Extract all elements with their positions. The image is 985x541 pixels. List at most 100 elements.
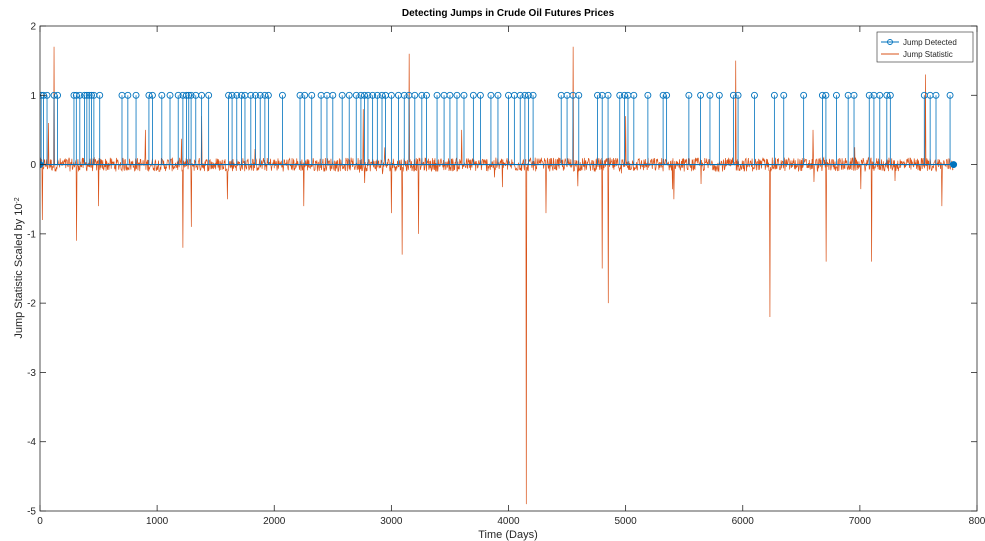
jump-marker <box>644 91 652 99</box>
jump-marker <box>616 91 624 99</box>
y-tick-label: -5 <box>27 507 36 518</box>
y-tick-label: -1 <box>27 229 36 240</box>
jump-marker <box>378 91 386 99</box>
jump-marker <box>278 91 286 99</box>
jump-marker <box>228 91 236 99</box>
jump-marker <box>516 91 524 99</box>
jump-marker <box>487 91 495 99</box>
jump-marker <box>932 91 940 99</box>
y-axis-label-exponent: -2 <box>14 197 21 203</box>
jump-marker <box>145 91 153 99</box>
jump-marker <box>124 91 132 99</box>
jump-marker <box>247 91 255 99</box>
jump-marker <box>460 91 468 99</box>
jump-marker <box>423 91 430 99</box>
jump-marker <box>81 91 88 99</box>
jump-marker <box>822 91 830 99</box>
jump-marker <box>780 91 788 99</box>
y-axis-label: Jump Statistic Scaled by 10-2 <box>13 197 25 338</box>
jump-marker <box>685 91 693 99</box>
jump-marker <box>338 91 346 99</box>
jump-marker <box>132 91 140 99</box>
y-axis-label-text: Jump Statistic Scaled by 10 <box>13 204 25 339</box>
legend: Jump Detected Jump Statistic <box>876 31 974 63</box>
jump-marker <box>252 91 259 99</box>
jump-marker <box>345 91 353 99</box>
jump-marker <box>630 91 638 99</box>
jump-marker <box>296 91 304 99</box>
y-tick-label: 1 <box>30 91 36 102</box>
jump-marker <box>706 91 714 99</box>
jump-marker <box>850 91 858 99</box>
jump-marker <box>148 91 156 99</box>
jump-marker <box>85 91 93 99</box>
jump-marker <box>494 91 502 99</box>
jump-marker <box>400 91 408 99</box>
jump-marker <box>594 91 601 99</box>
jump-marker-baseline-end <box>950 161 958 169</box>
jump-marker <box>476 91 484 99</box>
jump-marker <box>83 91 91 99</box>
jump-marker <box>883 91 891 99</box>
legend-marker-jump-detected <box>887 39 893 45</box>
y-tick-label: -2 <box>27 299 36 310</box>
jump-marker <box>352 91 360 99</box>
x-tick-label: 3000 <box>380 516 403 527</box>
jump-marker <box>301 91 309 99</box>
chart-title: Detecting Jumps in Crude Oil Futures Pri… <box>402 8 615 19</box>
jump-marker <box>886 91 894 99</box>
jump-marker <box>876 91 884 99</box>
jump-marker <box>446 91 454 99</box>
jump-marker <box>54 91 62 99</box>
jump-marker <box>946 91 954 99</box>
x-tick-label: 0 <box>37 516 43 527</box>
jump-marker <box>865 91 873 99</box>
jump-marker <box>621 91 628 99</box>
jump-marker <box>453 91 461 99</box>
jump-marker <box>88 91 95 99</box>
jump-marker <box>329 91 337 99</box>
legend-label-jump-statistic: Jump Statistic <box>903 50 953 59</box>
y-tick-label: 2 <box>30 22 36 33</box>
jump-marker <box>373 91 381 99</box>
x-tick-label: 2000 <box>263 516 286 527</box>
jump-marker <box>715 91 723 99</box>
jump-marker <box>364 91 372 99</box>
jump-marker <box>800 91 808 99</box>
jump-marker <box>529 91 537 99</box>
jump-marker <box>411 91 419 99</box>
legend-box <box>876 31 974 63</box>
jump-marker <box>261 91 269 99</box>
jump-marker <box>818 91 826 99</box>
jump-marker <box>205 91 213 99</box>
jump-marker <box>357 91 365 99</box>
jump-marker <box>433 91 441 99</box>
jump-marker <box>663 91 671 99</box>
x-axis: 0 1000 2000 3000 4000 5000 6000 7000 800 <box>37 26 985 527</box>
x-tick-label: 7000 <box>849 516 872 527</box>
jump-marker <box>225 91 233 99</box>
jump-marker <box>469 91 477 99</box>
jump-marker <box>604 91 612 99</box>
y-tick-label: 0 <box>30 160 36 171</box>
jump-marker <box>174 91 182 99</box>
jump-marker <box>50 91 58 99</box>
jump-marker <box>198 91 206 99</box>
x-tick-label: 6000 <box>732 516 755 527</box>
legend-label-jump-detected: Jump Detected <box>903 38 957 47</box>
jump-marker <box>729 91 737 99</box>
jump-marker <box>387 91 395 99</box>
jump-marker <box>360 91 368 99</box>
y-tick-label: -3 <box>27 368 36 379</box>
y-tick-label: -4 <box>27 437 36 448</box>
jump-marker <box>72 91 80 99</box>
jump-marker <box>369 91 377 99</box>
jump-marker <box>185 91 193 99</box>
x-tick-label: 1000 <box>146 516 169 527</box>
jump-marker <box>238 91 245 99</box>
y-axis-label-group: Jump Statistic Scaled by 10-2 <box>13 197 25 338</box>
jump-marker <box>233 91 241 99</box>
jump-marker <box>418 91 426 99</box>
jump-marker <box>524 91 532 99</box>
